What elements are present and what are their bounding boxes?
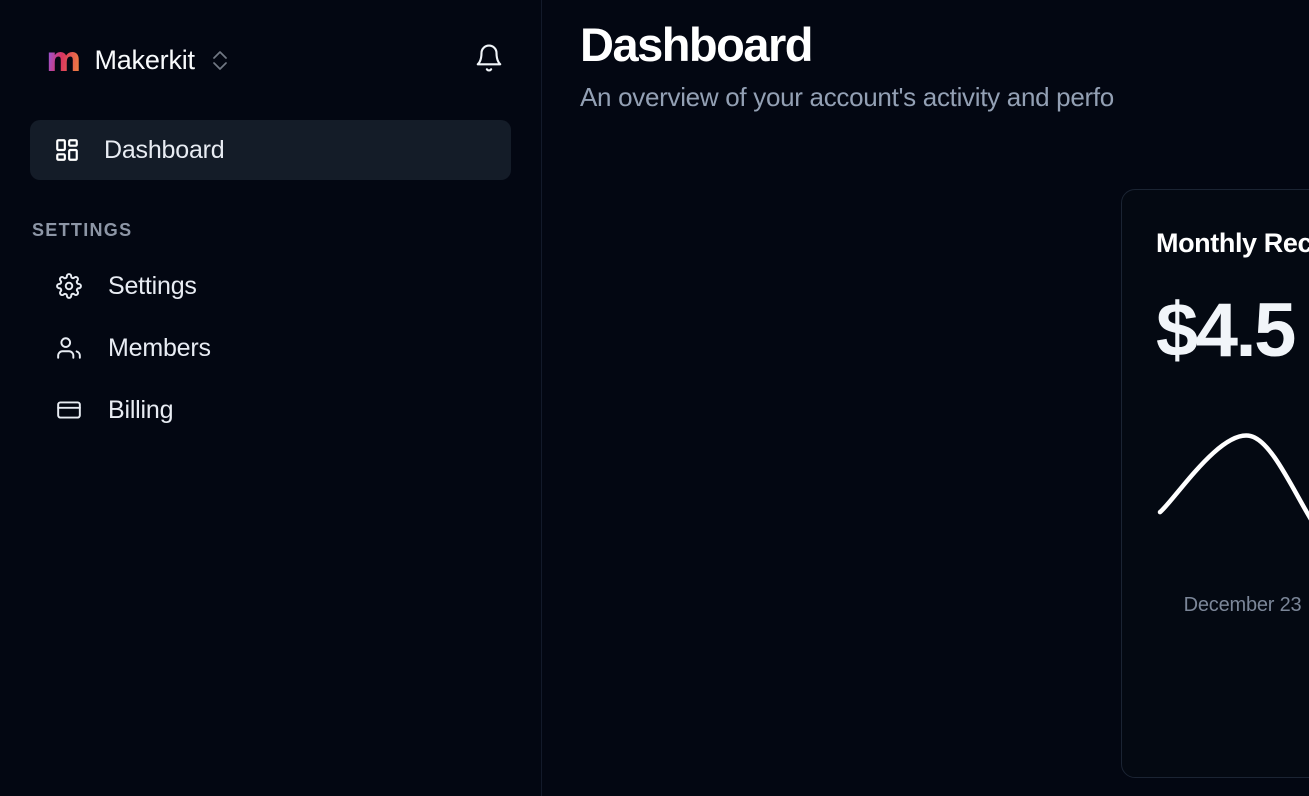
bell-icon bbox=[474, 43, 504, 78]
sidebar-item-label: Members bbox=[108, 333, 211, 362]
workspace-name: Makerkit bbox=[94, 44, 195, 75]
mrr-figure: $4.5 bbox=[1156, 288, 1296, 373]
mrr-card-title: Monthly Recurring Revenue bbox=[1156, 228, 1309, 258]
sidebar-item-dashboard[interactable]: Dashboard bbox=[30, 120, 511, 180]
chart-x-tick-label: December 23 bbox=[1183, 594, 1302, 616]
gear-icon bbox=[54, 271, 84, 301]
mrr-line-chart bbox=[1157, 433, 1309, 521]
mrr-card: Monthly Recurring Revenue 20% $4.5 bbox=[1121, 189, 1309, 778]
users-icon bbox=[54, 333, 84, 363]
mrr-card-header: Monthly Recurring Revenue 20% bbox=[1156, 220, 1309, 267]
chevrons-up-down-icon bbox=[213, 50, 227, 70]
sidebar-primary-nav: Dashboard bbox=[0, 120, 541, 180]
notifications-button[interactable] bbox=[469, 40, 509, 80]
sidebar: m Makerkit bbox=[0, 0, 542, 796]
sidebar-item-label: Billing bbox=[108, 395, 174, 424]
sidebar-item-label: Dashboard bbox=[104, 135, 225, 164]
sidebar-group-label-settings: SETTINGS bbox=[32, 220, 133, 240]
sidebar-header: m Makerkit bbox=[0, 0, 541, 120]
credit-card-icon bbox=[54, 395, 84, 425]
page-title: Dashboard bbox=[580, 18, 814, 71]
mrr-chart: December 23February 24April 24June 24 bbox=[1156, 395, 1309, 620]
page-subtitle: An overview of your account's activity a… bbox=[580, 82, 1114, 113]
main-content: Dashboard An overview of your account's … bbox=[542, 0, 1309, 796]
workspace-switcher[interactable]: m Makerkit bbox=[46, 43, 227, 77]
mrr-line-path bbox=[1157, 433, 1309, 521]
sidebar-item-settings[interactable]: Settings bbox=[30, 255, 511, 317]
sidebar-item-billing[interactable]: Billing bbox=[30, 379, 511, 441]
makerkit-logo-icon: m bbox=[46, 40, 81, 80]
sidebar-item-members[interactable]: Members bbox=[30, 317, 511, 379]
layout-dashboard-icon bbox=[52, 135, 82, 165]
chart-x-axis: December 23February 24April 24June 24 bbox=[1156, 594, 1309, 620]
sidebar-settings-nav: Settings Members bbox=[0, 255, 541, 441]
sidebar-item-label: Settings bbox=[108, 271, 197, 300]
